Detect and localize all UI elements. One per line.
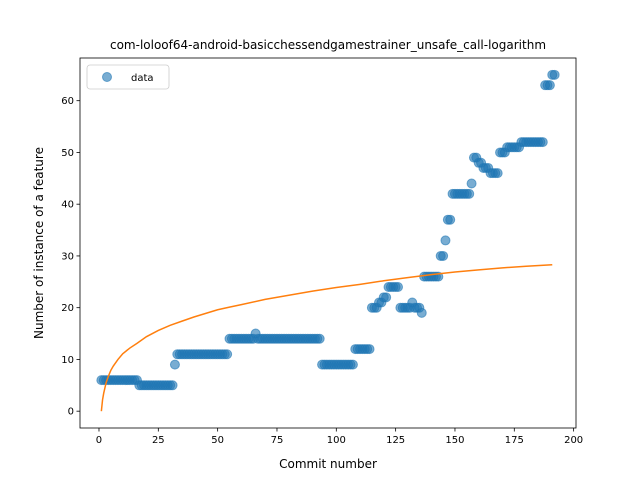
data-point — [549, 69, 560, 80]
data-point — [364, 344, 375, 355]
data-point — [393, 281, 404, 292]
y-tick-label: 40 — [61, 200, 74, 211]
y-tick-label: 30 — [61, 251, 74, 262]
fit-line — [100, 263, 553, 412]
x-tick-label: 100 — [327, 435, 346, 446]
x-tick-label: 25 — [152, 435, 165, 446]
data-point — [381, 292, 392, 303]
y-tick-label: 0 — [68, 407, 74, 418]
legend: data — [86, 64, 170, 90]
x-tick-label: 50 — [211, 435, 224, 446]
data-point — [544, 80, 555, 91]
y-axis-label: Number of instance of a feature — [32, 147, 46, 339]
y-tick-label: 10 — [61, 355, 74, 366]
x-axis-label: Commit number — [279, 457, 377, 471]
data-point — [537, 137, 548, 148]
data-point — [314, 333, 325, 344]
x-tick-label: 75 — [271, 435, 284, 446]
legend-label-data: data — [131, 73, 154, 84]
plot-area — [80, 58, 576, 428]
data-point — [167, 380, 178, 391]
chart-title: com-loloof64-android-basicchessendgamest… — [110, 38, 546, 52]
data-point — [466, 178, 477, 189]
y-axis-ticks: 0 10 20 30 40 50 60 — [61, 96, 80, 418]
x-tick-label: 150 — [445, 435, 464, 446]
data-point — [347, 359, 358, 370]
y-tick-label: 50 — [61, 148, 74, 159]
legend-box — [86, 64, 170, 90]
data-point — [222, 349, 233, 360]
x-axis-ticks: 0 25 50 75 100 125 150 175 200 — [96, 428, 583, 446]
data-point — [438, 250, 449, 261]
legend-marker-data — [102, 72, 112, 82]
x-tick-label: 125 — [386, 435, 405, 446]
x-tick-label: 175 — [505, 435, 524, 446]
plot-frame — [79, 57, 577, 429]
data-point — [169, 359, 180, 370]
data-point — [440, 235, 451, 246]
data-point — [416, 307, 427, 318]
data-point — [492, 168, 503, 179]
x-tick-label: 200 — [564, 435, 583, 446]
x-tick-label: 0 — [96, 435, 102, 446]
data-point — [445, 214, 456, 225]
marks-layer — [96, 69, 560, 412]
data-point — [464, 188, 475, 199]
y-tick-label: 60 — [61, 96, 74, 107]
y-tick-label: 20 — [61, 303, 74, 314]
